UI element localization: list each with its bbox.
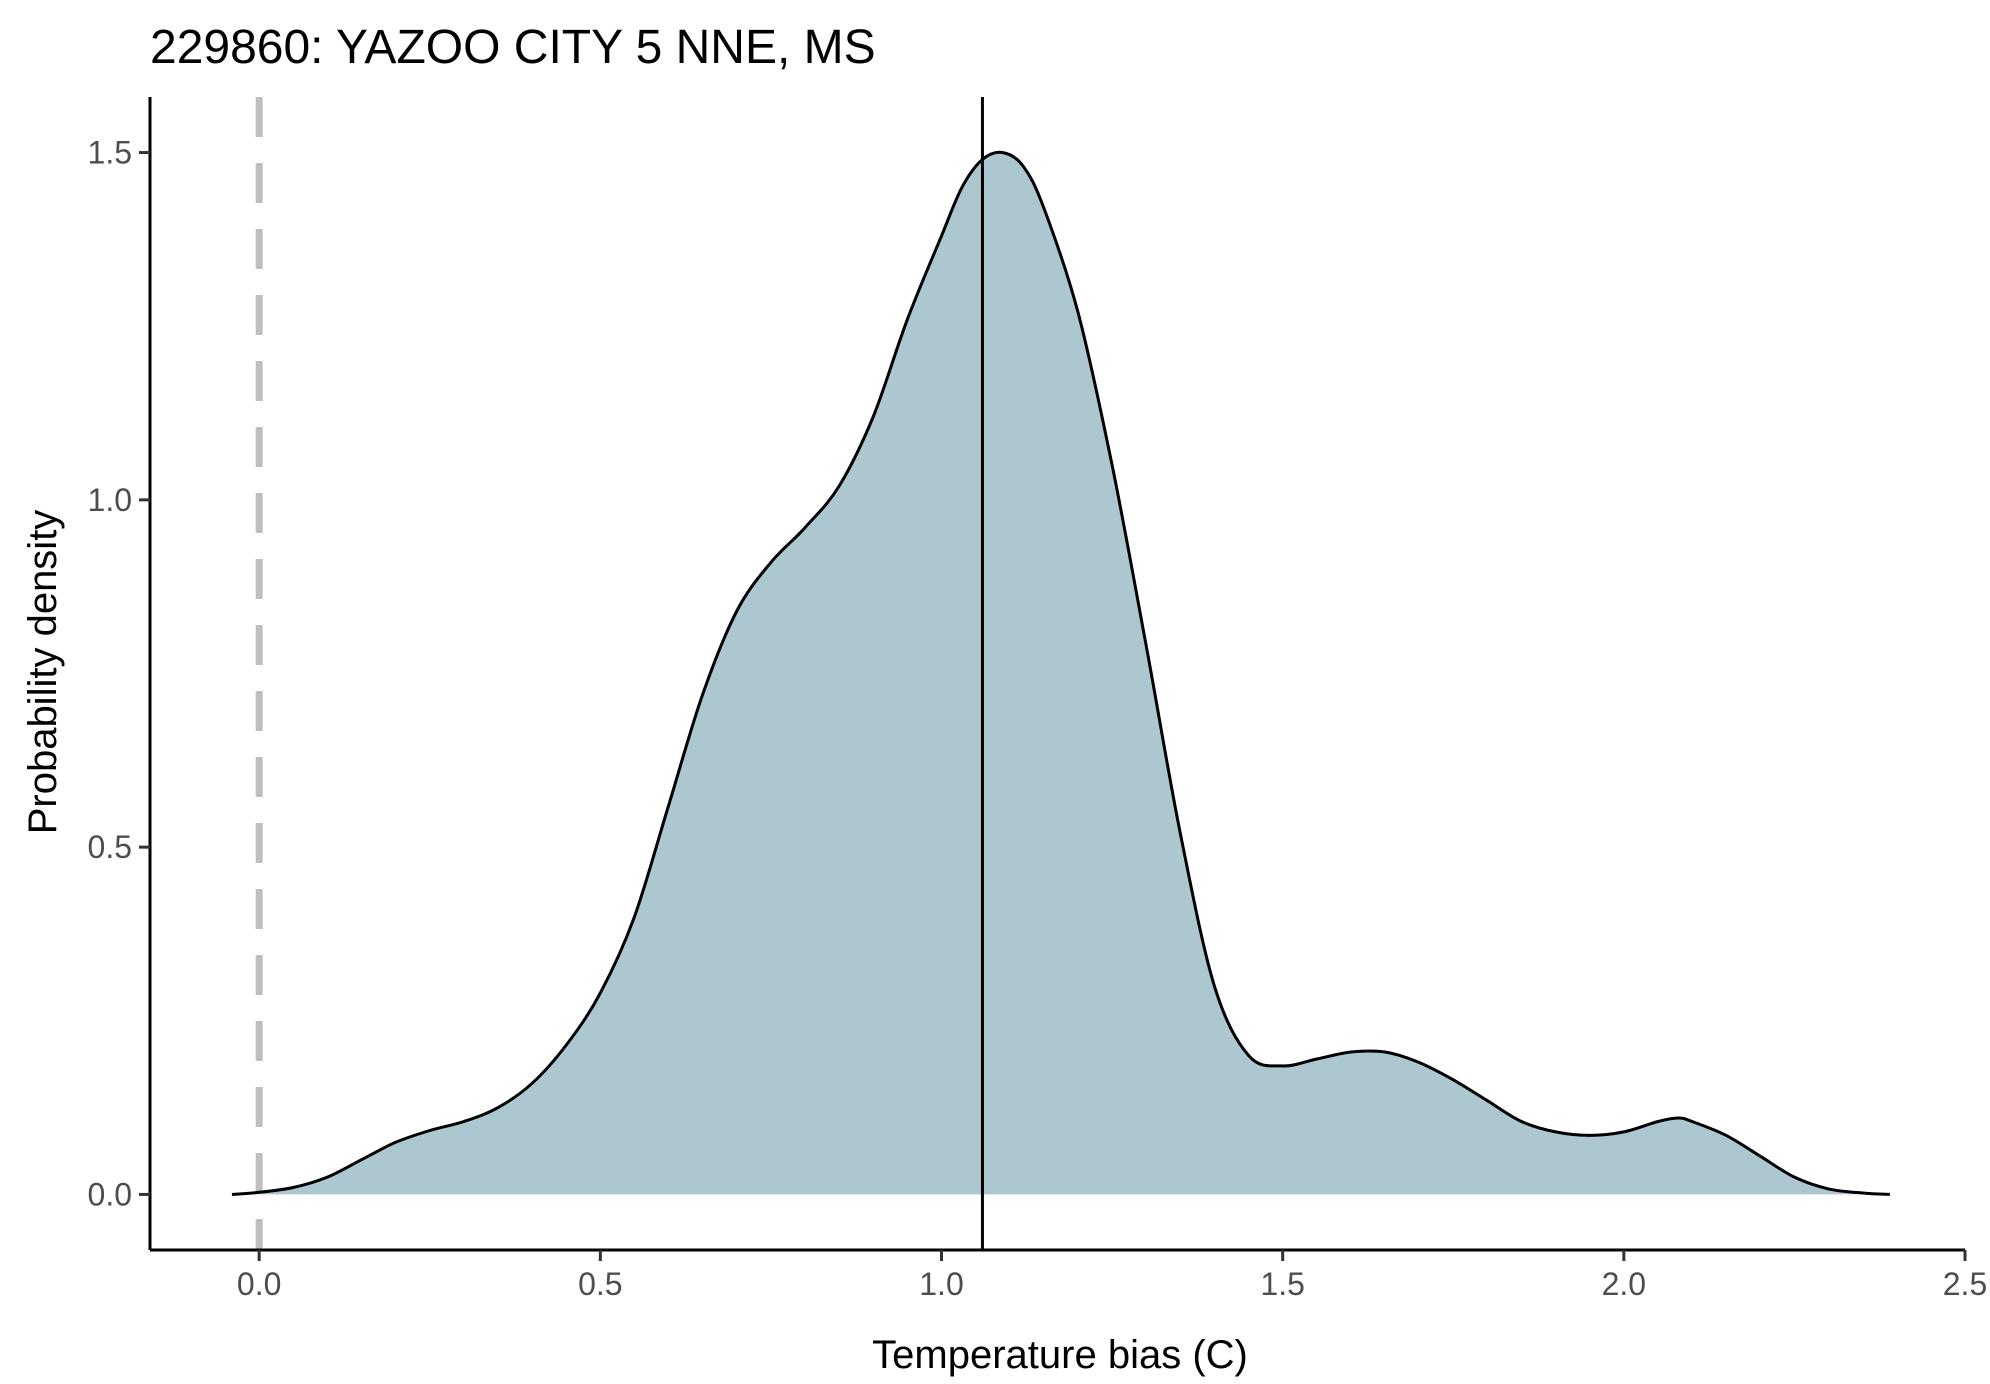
y-tick-label: 0.5 [88,829,132,865]
x-tick-label: 0.5 [578,1266,622,1302]
y-tick-label: 0.0 [88,1176,132,1212]
y-tick-label: 1.5 [88,135,132,171]
y-axis-title: Probability density [21,510,65,835]
y-axis-ticks: 0.0 0.5 1.0 1.5 [88,135,150,1212]
x-tick-label: 1.5 [1260,1266,1304,1302]
x-tick-label: 1.0 [919,1266,963,1302]
density-curve-line [231,150,1890,1196]
density-area-fill [231,152,1890,1195]
axes: 0.0 0.5 1.0 1.5 0.0 0.5 1.0 1.5 2.0 2.5 [88,97,1987,1302]
x-axis-ticks: 0.0 0.5 1.0 1.5 2.0 2.5 [237,1250,1987,1302]
plot-area [231,97,1890,1250]
x-axis-title: Temperature bias (C) [872,1333,1248,1377]
x-tick-label: 2.0 [1602,1266,1646,1302]
x-tick-label: 2.5 [1943,1266,1987,1302]
y-tick-label: 1.0 [88,482,132,518]
chart-title: 229860: YAZOO CITY 5 NNE, MS [150,21,876,74]
x-tick-label: 0.0 [237,1266,281,1302]
